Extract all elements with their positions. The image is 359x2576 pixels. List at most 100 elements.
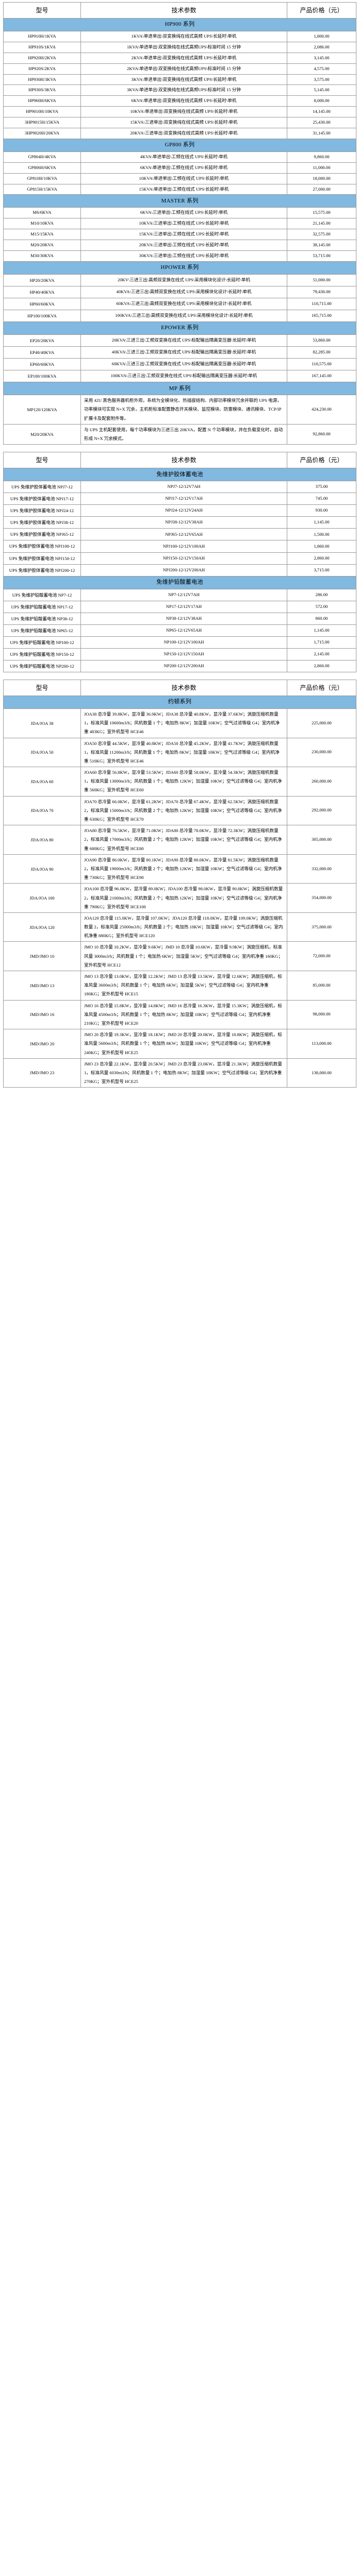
cell-price: 9,860.00 — [287, 151, 356, 163]
cell-price: 11,000.00 — [287, 162, 356, 174]
cell-model: GP806H/6KVA — [3, 162, 81, 174]
cell-model: JMD/JMO 10 — [3, 941, 81, 971]
cell-model: JDA/JOA 60 — [3, 767, 81, 796]
aircon-table: 型号 技术参数 产品价格（元） 约顿系列 JDA/JOA 38 JOA38 总冷量 39.… — [3, 679, 356, 1088]
cell-model: EP20/20KVA — [3, 334, 81, 347]
cell-price: 292,000.00 — [287, 795, 356, 826]
cell-model: HP60/60KVA — [3, 298, 81, 311]
section-header-row: GP800 系列 — [3, 138, 356, 152]
cell-model: JDA/JOA 80 — [3, 825, 81, 855]
section-title: 约顿系列 — [3, 695, 356, 709]
cell-price: 1,500.00 — [287, 528, 356, 541]
table-row: M6/6KVA 6KVA\三进单出\工频在线式 UPS\长延时\单机 15,575.… — [3, 207, 356, 219]
cell-spec: 100KVA\三进三出\工频双变换在线式 UPS\标配输出隔离变压器\长延时\单… — [80, 370, 287, 383]
cell-price: 3,575.00 — [287, 74, 356, 86]
cell-model: HP960H/6KVA — [3, 95, 81, 107]
section-title: GP800 系列 — [3, 138, 356, 152]
section-header-row: MASTER 系列 — [3, 194, 356, 208]
cell-spec: JOA50 总冷量 44.5KW，显冷量 40.8KW；JDA50 总冷量 45… — [80, 737, 287, 768]
section-header-row: 免维护铅酸蓄电池 — [3, 575, 356, 589]
cell-price: 1,800.00 — [287, 31, 356, 42]
table-row: UPS 免维护胶体蓄电池 NPJ24-12 NPJ24-12/12V24AH 930… — [3, 504, 356, 517]
cell-model: GP815H/15KVA — [3, 183, 81, 195]
cell-model: UPS 免维护铅酸蓄电池 NP65-12 — [3, 624, 81, 637]
column-header-price: 产品价格（元） — [287, 679, 356, 696]
cell-price: 375,000.00 — [287, 912, 356, 942]
section-header-row: 免维护胶体蓄电池 — [3, 468, 356, 482]
section-title: 免维护胶体蓄电池 — [3, 468, 356, 482]
tables-root: 型号 技术参数 产品价格（元） HP900 系列 HP910H/1KVA 1KVA\单进单… — [3, 2, 356, 1088]
column-header-spec: 技术参数 — [80, 452, 287, 469]
cell-spec: 20KVA\三进三出\工频双变换在线式 UPS\标配输出隔离变压器\长延时\单机 — [80, 334, 287, 347]
cell-model: JMD/JMO 20 — [3, 1029, 81, 1059]
cell-price: 79,430.00 — [287, 285, 356, 299]
cell-model: JMD/JMO 16 — [3, 999, 81, 1030]
cell-spec: 3KVA\单进单出\双变换纯在线式高频UPS\标准时间 15 分钟 — [80, 84, 287, 96]
cell-model: UPS 免维护胶体蓄电池 NPJ38-12 — [3, 516, 81, 529]
cell-price: 2,860.00 — [287, 659, 356, 672]
cell-model: M20/20KVA — [3, 423, 81, 445]
table-row: HP920H/2KVA 2KVA\单进单出\双变换纯在线式高频 UPS\长延时\单… — [3, 52, 356, 64]
cell-price: 27,000.00 — [287, 183, 356, 195]
cell-spec: 10KVA\单进单出\工频在线式 UPS\长延时\单机 — [80, 173, 287, 184]
cell-price: 15,575.00 — [287, 207, 356, 219]
battery-table: 型号 技术参数 产品价格（元） 免维护胶体蓄电池 UPS 免维护胶体蓄电池 NPJ7-1… — [3, 452, 356, 672]
table-row: EP60/60KVA 60KVA\三进三出\工频双变换在线式 UPS\标配输出隔离… — [3, 358, 356, 371]
section-title: MASTER 系列 — [3, 194, 356, 208]
cell-spec: 6KVA\单进单出\双变换纯在线式高频 UPS\长延时\单机 — [80, 95, 287, 107]
cell-model: M10/10KVA — [3, 218, 81, 230]
column-header-spec: 技术参数 — [80, 2, 287, 19]
table-row: EP100/100KVA 100KVA\三进三出\工频双变换在线式 UPS\标配输… — [3, 370, 356, 383]
cell-spec: 15KVA\单进单出\工频在线式 UPS\长延时\单机 — [80, 183, 287, 195]
cell-model: MP120/120KVA — [3, 395, 81, 425]
cell-model: UPS 免维护胶体蓄电池 NPJ65-12 — [3, 528, 81, 541]
cell-spec: 10KVA\单进单出\双变换纯在线式高频 UPS\长延时\单机 — [80, 106, 287, 118]
cell-price: 82,285.00 — [287, 346, 356, 359]
table-row: UPS 免维护铅酸蓄电池 NP100-12 NP100-12/12V100AH 1,… — [3, 636, 356, 649]
cell-price: 230,000.00 — [287, 737, 356, 768]
table-row: JDA/JOA 80 JOA80 总冷量 76.5KW，显冷量 71.0KW；JD… — [3, 825, 356, 855]
column-header-model: 型号 — [3, 2, 81, 19]
cell-model: JMD/JMO 23 — [3, 1058, 81, 1088]
table-row: UPS 免维护铅酸蓄电池 NP65-12 NP65-12/12V65AH 1,145… — [3, 624, 356, 637]
cell-model: GP804H/4KVA — [3, 151, 81, 163]
cell-spec: JOA70 总冷量 66.0KW，显冷量 61.2KW；JDA70 总冷量 67… — [80, 795, 287, 826]
cell-model: UPS 免维护胶体蓄电池 NPJ24-12 — [3, 504, 81, 517]
cell-model: HP920S/2KVA — [3, 63, 81, 75]
cell-model: M6/6KVA — [3, 207, 81, 219]
cell-price: 32,575.00 — [287, 229, 356, 241]
cell-price: 98,000.00 — [287, 999, 356, 1030]
table-row: UPS 免维护胶体蓄电池 NPJ65-12 NPJ65-12/12V65AH 1,5… — [3, 528, 356, 541]
cell-price: 305,000.00 — [287, 825, 356, 855]
cell-spec: 10KVA\三进单出\工频在线式 UPS\长延时\单机 — [80, 218, 287, 230]
cell-model: HP9010H/10KVA — [3, 106, 81, 118]
cell-price: 2,145.00 — [287, 648, 356, 660]
cell-spec: 15KVA\三进单出\工频在线式 UPS\长延时\单机 — [80, 229, 287, 241]
cell-spec: NPJ150-12/12V150AH — [80, 552, 287, 565]
table-row: HP20/20KVA 20KV\三进三出\高频双变换在线式 UPS\采用模块化设计… — [3, 274, 356, 286]
cell-spec: 采用 42U 黑色服务器机柜外观，系统为全模块化、热插拔结构、内部功率模块冗余并… — [80, 395, 287, 425]
column-header-model: 型号 — [3, 679, 81, 696]
cell-model: UPS 免维护铅酸蓄电池 NP7-12 — [3, 588, 81, 601]
cell-price: 745.00 — [287, 493, 356, 505]
cell-spec: 1KVA\单进单出\双变换纯在线式高频UPS\标准时间 15 分钟 — [80, 41, 287, 53]
section-title: EPOWER 系列 — [3, 321, 356, 335]
cell-price: 53,860.00 — [287, 334, 356, 347]
cell-spec: NP7-12/12V7AH — [80, 588, 287, 601]
cell-spec: JOA100 总冷量 96.0KW，显冷量 89.0KW；JDA100 总冷量 … — [80, 883, 287, 913]
cell-spec: JOA38 总冷量 39.8KW，显冷量 36.9KW；JDA38 总冷量 40… — [80, 708, 287, 738]
cell-spec: NP38-12/12V38AH — [80, 612, 287, 625]
cell-price: 2,086.00 — [287, 41, 356, 53]
table-row: GP815H/15KVA 15KVA\单进单出\工频在线式 UPS\长延时\单机 2… — [3, 183, 356, 195]
cell-model: EP100/100KVA — [3, 370, 81, 383]
cell-model: UPS 免维护胶体蓄电池 NPJ150-12 — [3, 552, 81, 565]
cell-spec: 6KVA\三进单出\工频在线式 UPS\长延时\单机 — [80, 207, 287, 219]
cell-model: JDA/JOA 38 — [3, 708, 81, 738]
cell-price: 53,715.00 — [287, 250, 356, 262]
table-header-row: 型号 技术参数 产品价格（元） — [3, 452, 356, 469]
cell-model: UPS 免维护胶体蓄电池 NPJ17-12 — [3, 493, 81, 505]
cell-price: 2,860.00 — [287, 552, 356, 565]
table-row: GP804H/4KVA 4KVA\单进单出\工频在线式 UPS\长延时\单机 9,8… — [3, 151, 356, 163]
cell-price: 85,000.00 — [287, 971, 356, 1001]
table-row: UPS 免维护胶体蓄电池 NPJ7-12 NPJ7-12/12V7AH 375.00 — [3, 481, 356, 494]
